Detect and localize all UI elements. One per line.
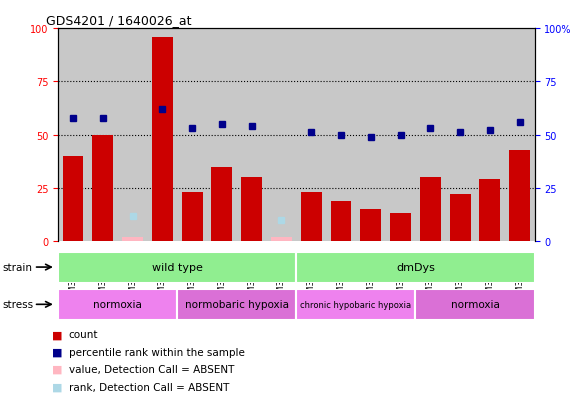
Text: GDS4201 / 1640026_at: GDS4201 / 1640026_at bbox=[46, 14, 192, 27]
Text: value, Detection Call = ABSENT: value, Detection Call = ABSENT bbox=[69, 364, 234, 374]
Bar bbox=[148, 29, 177, 242]
Bar bbox=[267, 29, 296, 242]
Bar bbox=[326, 29, 356, 242]
Text: percentile rank within the sample: percentile rank within the sample bbox=[69, 347, 245, 357]
Bar bbox=[92, 135, 113, 242]
Text: stress: stress bbox=[3, 299, 34, 310]
Bar bbox=[177, 289, 296, 320]
Bar bbox=[356, 29, 386, 242]
Text: normobaric hypoxia: normobaric hypoxia bbox=[185, 299, 289, 310]
Text: wild type: wild type bbox=[152, 262, 203, 273]
Bar bbox=[237, 29, 267, 242]
Bar bbox=[58, 29, 88, 242]
Text: ■: ■ bbox=[52, 347, 63, 357]
Bar bbox=[296, 289, 415, 320]
Bar bbox=[386, 29, 415, 242]
Text: strain: strain bbox=[3, 262, 33, 273]
Bar bbox=[420, 178, 441, 242]
Bar bbox=[182, 193, 203, 242]
Bar bbox=[63, 157, 84, 242]
Text: ■: ■ bbox=[52, 330, 63, 339]
Bar bbox=[58, 289, 177, 320]
Bar bbox=[271, 237, 292, 242]
Bar bbox=[177, 29, 207, 242]
Bar bbox=[211, 167, 232, 242]
Bar bbox=[390, 214, 411, 242]
Bar bbox=[415, 289, 535, 320]
Bar bbox=[152, 38, 173, 242]
Bar bbox=[58, 252, 296, 283]
Text: normoxia: normoxia bbox=[450, 299, 500, 310]
Bar bbox=[296, 29, 326, 242]
Bar bbox=[241, 178, 262, 242]
Text: rank, Detection Call = ABSENT: rank, Detection Call = ABSENT bbox=[69, 382, 229, 392]
Bar bbox=[301, 193, 322, 242]
Text: normoxia: normoxia bbox=[93, 299, 142, 310]
Bar bbox=[479, 180, 500, 242]
Bar bbox=[207, 29, 237, 242]
Bar bbox=[331, 201, 352, 242]
Bar bbox=[505, 29, 535, 242]
Bar bbox=[296, 252, 535, 283]
Bar bbox=[450, 195, 471, 242]
Text: ■: ■ bbox=[52, 382, 63, 392]
Bar bbox=[117, 29, 148, 242]
Bar bbox=[88, 29, 117, 242]
Text: dmDys: dmDys bbox=[396, 262, 435, 273]
Bar bbox=[509, 150, 530, 242]
Bar bbox=[415, 29, 445, 242]
Bar bbox=[122, 237, 143, 242]
Text: ■: ■ bbox=[52, 364, 63, 374]
Bar bbox=[475, 29, 505, 242]
Text: count: count bbox=[69, 330, 98, 339]
Bar bbox=[445, 29, 475, 242]
Text: chronic hypobaric hypoxia: chronic hypobaric hypoxia bbox=[300, 300, 411, 309]
Bar bbox=[360, 210, 381, 242]
